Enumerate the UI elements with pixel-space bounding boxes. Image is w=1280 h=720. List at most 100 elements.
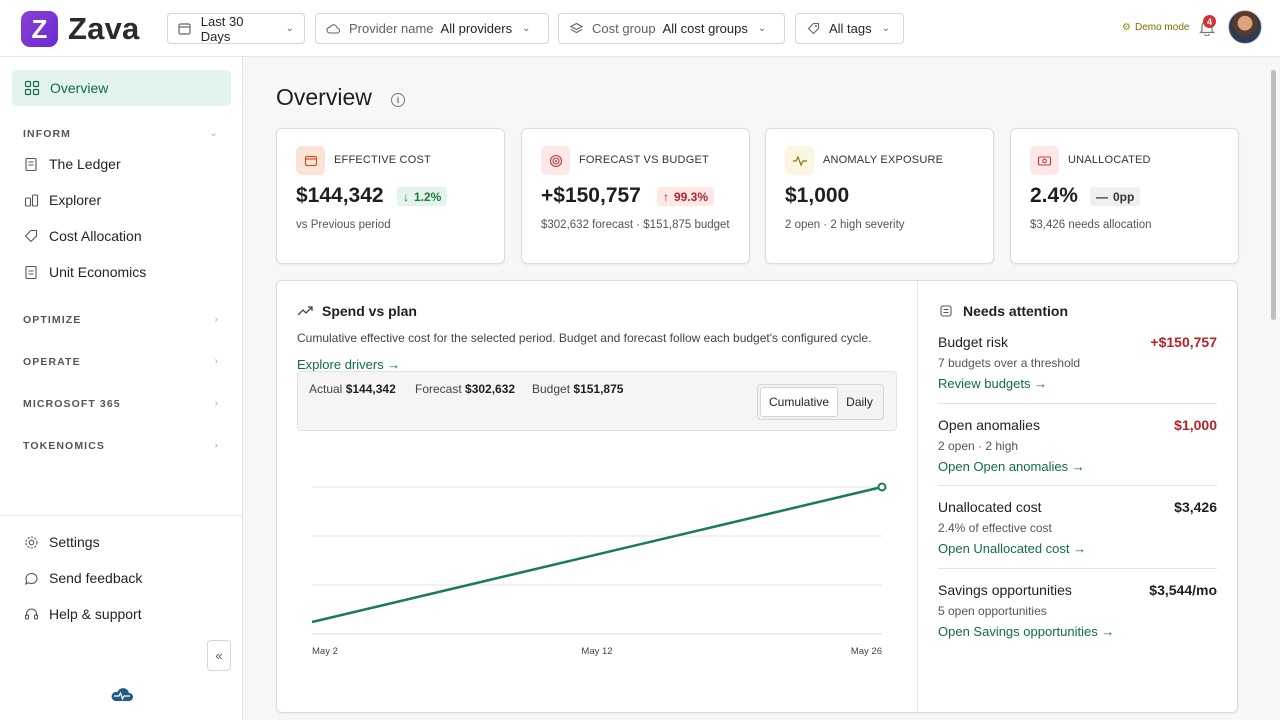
headset-icon <box>23 606 39 622</box>
demo-mode-label: Demo mode <box>1134 22 1190 33</box>
user-avatar[interactable] <box>1228 10 1262 44</box>
review-budgets-link[interactable]: Review budgets → <box>938 376 1048 391</box>
attention-divider <box>938 568 1217 569</box>
minus-icon: — <box>1096 189 1108 204</box>
kpi-delta-badge: ↑ 99.3% <box>657 187 715 206</box>
tags-filter[interactable]: All tags ⌄ <box>795 13 904 44</box>
legend-label: Actual <box>309 382 343 396</box>
sidebar-item-explorer[interactable]: Explorer <box>23 192 101 208</box>
cumulative-toggle-button[interactable]: Cumulative <box>760 387 838 417</box>
sidebar: Overview INFORM ⌄ The Ledger Explorer Co… <box>0 57 243 720</box>
attention-divider <box>938 485 1217 486</box>
sidebar-item-label: Explorer <box>49 192 102 208</box>
cloud-pulse-icon <box>110 687 134 705</box>
cost-group-filter-label: Cost group <box>592 21 656 36</box>
attention-item-value: $3,544/mo <box>1149 582 1217 598</box>
sidebar-item-cost-allocation[interactable]: Cost Allocation <box>23 228 142 244</box>
arrow-down-icon: ↓ <box>403 189 409 204</box>
legend-label: Budget <box>532 382 571 396</box>
chevron-right-icon: › <box>214 314 219 325</box>
sidebar-item-label: Help & support <box>49 606 142 622</box>
spend-vs-plan-title: Spend vs plan <box>322 303 417 319</box>
x-tick-label: May 2 <box>312 646 338 657</box>
kpi-title: UNALLOCATED <box>1068 154 1151 166</box>
kpi-delta-badge: — 0pp <box>1090 187 1141 206</box>
collapse-sidebar-button[interactable]: « <box>207 640 231 671</box>
brand-mark-icon: Z <box>21 11 58 47</box>
tag-icon <box>806 22 820 36</box>
panel-divider <box>917 281 918 712</box>
open-anomalies-link[interactable]: Open Open anomalies → <box>938 459 1085 474</box>
trend-up-icon <box>297 304 313 320</box>
kpi-card-anomaly-exposure[interactable]: ANOMALY EXPOSURE $1,000 2 open · 2 high … <box>765 128 994 264</box>
section-tokenomics[interactable]: TOKENOMICS › <box>23 440 219 452</box>
kpi-title: EFFECTIVE COST <box>334 154 431 166</box>
date-range-value: Last 30 Days <box>200 13 244 44</box>
brand-logo[interactable]: Z Zava <box>21 11 139 47</box>
attention-item-value: $1,000 <box>1174 417 1217 433</box>
view-toggle: Cumulative Daily <box>757 384 884 420</box>
spend-line-chart: May 2 May 12 May 26 <box>311 482 887 657</box>
ledger-icon <box>23 156 39 172</box>
explore-drivers-link[interactable]: Explore drivers → <box>297 357 401 372</box>
legend-value: $144,342 <box>345 382 396 396</box>
kpi-card-forecast-vs-budget[interactable]: FORECAST VS BUDGET +$150,757 ↑ 99.3% $30… <box>521 128 750 264</box>
info-icon[interactable]: i <box>391 93 405 107</box>
legend-forecast: Forecast $302,632 <box>415 382 515 396</box>
attention-item-title: Open anomalies <box>938 417 1040 433</box>
needs-attention-title: Needs attention <box>963 303 1069 319</box>
sidebar-item-unit-economics[interactable]: Unit Economics <box>23 264 146 280</box>
sidebar-item-settings[interactable]: Settings <box>23 534 100 550</box>
demo-mode-indicator[interactable]: ⚙ Demo mode <box>1122 22 1189 33</box>
sidebar-item-send-feedback[interactable]: Send feedback <box>23 570 142 586</box>
chevron-down-icon: ⌄ <box>285 23 294 34</box>
attention-item-subtext: 5 open opportunities <box>938 604 1047 618</box>
section-label: TOKENOMICS <box>23 440 105 452</box>
attention-item-subtext: 7 budgets over a threshold <box>938 356 1081 370</box>
section-label: OPTIMIZE <box>23 314 82 326</box>
kpi-card-effective-cost[interactable]: EFFECTIVE COST $144,342 ↓ 1.2% vs Previo… <box>276 128 505 264</box>
x-tick-label: May 26 <box>851 646 882 657</box>
section-inform[interactable]: INFORM ⌄ <box>23 128 219 140</box>
spend-panel <box>276 280 1238 713</box>
provider-filter-value: All providers <box>440 21 513 36</box>
kpi-subtext: vs Previous period <box>296 219 391 231</box>
legend-label: Forecast <box>415 382 462 396</box>
open-savings-opportunities-link[interactable]: Open Savings opportunities → <box>938 624 1115 639</box>
chat-icon <box>23 570 39 586</box>
document-icon <box>23 264 39 280</box>
main-scrollbar[interactable] <box>1271 70 1276 320</box>
legend-value: $302,632 <box>465 382 516 396</box>
kpi-value: 2.4% <box>1030 184 1078 207</box>
tag-icon <box>23 228 39 244</box>
explorer-icon <box>23 192 39 208</box>
legend-actual: Actual $144,342 <box>309 382 396 396</box>
provider-filter[interactable]: Provider name All providers ⌄ <box>315 13 549 44</box>
kpi-subtext: 2 open · 2 high severity <box>785 219 905 231</box>
calendar-icon <box>178 22 192 36</box>
clipboard-icon <box>939 304 953 321</box>
attention-divider <box>938 403 1217 404</box>
cost-group-filter[interactable]: Cost group All cost groups ⌄ <box>558 13 785 44</box>
section-optimize[interactable]: OPTIMIZE › <box>23 314 219 326</box>
section-label: MICROSOFT 365 <box>23 398 121 410</box>
gear-icon <box>23 534 39 550</box>
sidebar-item-help-support[interactable]: Help & support <box>23 606 142 622</box>
sidebar-item-label: Overview <box>50 80 109 96</box>
kpi-card-unallocated[interactable]: UNALLOCATED 2.4% — 0pp $3,426 needs allo… <box>1010 128 1239 264</box>
open-unallocated-cost-link[interactable]: Open Unallocated cost → <box>938 541 1087 556</box>
section-label: INFORM <box>23 128 72 140</box>
section-microsoft-365[interactable]: MICROSOFT 365 › <box>23 398 219 410</box>
kpi-delta-value: 99.3% <box>674 189 709 204</box>
section-operate[interactable]: OPERATE › <box>23 356 219 368</box>
page-title: Overview <box>276 84 372 110</box>
sidebar-item-overview[interactable]: Overview <box>12 70 231 106</box>
sidebar-item-ledger[interactable]: The Ledger <box>23 156 121 172</box>
legend-budget: Budget $151,875 <box>532 382 623 396</box>
daily-toggle-button[interactable]: Daily <box>846 395 873 409</box>
chevron-down-icon: ⌄ <box>522 23 531 34</box>
x-tick-label: May 12 <box>581 646 612 657</box>
date-range-filter[interactable]: Last 30 Days ⌄ <box>167 13 305 44</box>
kpi-delta-value: 1.2% <box>414 189 442 204</box>
sidebar-item-label: Send feedback <box>49 570 143 586</box>
